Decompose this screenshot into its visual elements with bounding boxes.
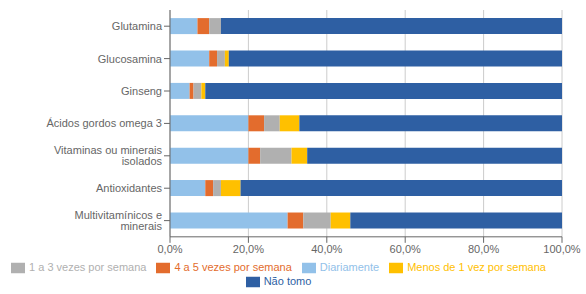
svg-text:Ácidos gordos omega 3: Ácidos gordos omega 3 xyxy=(46,117,162,129)
svg-text:60,0%: 60,0% xyxy=(390,243,421,255)
html-text:4 a 5 vezes por semana: 4 a 5 vezes por semana xyxy=(174,260,292,273)
svg-text:40,0%: 40,0% xyxy=(311,243,342,255)
svg-text:Antioxidantes: Antioxidantes xyxy=(96,182,163,194)
svg-text:Ginseng: Ginseng xyxy=(121,85,162,97)
svg-text:20,0%: 20,0% xyxy=(233,243,264,255)
svg-text:100,0%: 100,0% xyxy=(543,243,578,255)
svg-text:Multivitamínicos eminerais: Multivitamínicos eminerais xyxy=(75,209,163,232)
html-text:Diariamente: Diariamente xyxy=(319,260,380,273)
svg-text:80,0%: 80,0% xyxy=(468,243,499,255)
svg-text:Glucosamina: Glucosamina xyxy=(98,53,163,65)
svg-text:Glutamina: Glutamina xyxy=(112,20,163,32)
svg-text:Vitaminas ou mineraisisolados: Vitaminas ou mineraisisolados xyxy=(54,144,163,167)
html-text:1 a 3 vezes por semana: 1 a 3 vezes por semana xyxy=(29,260,147,273)
html-text:Não tomo: Não tomo xyxy=(263,274,312,287)
html-text:Menos de 1 vez por semana: Menos de 1 vez por semana xyxy=(407,260,546,273)
svg-text:0,0%: 0,0% xyxy=(157,243,182,255)
